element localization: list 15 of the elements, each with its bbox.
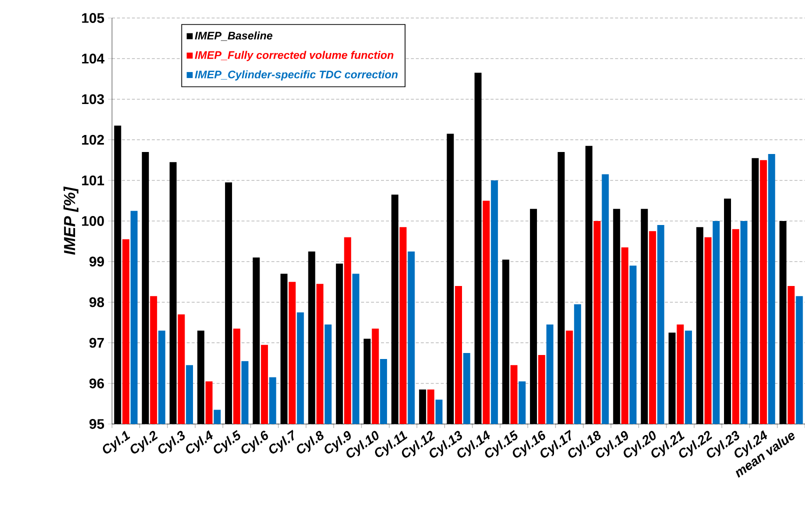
y-axis-title: IMEP [%] <box>64 186 78 255</box>
y-tick-label: 104 <box>82 54 104 64</box>
y-tick-label: 101 <box>82 175 104 186</box>
legend-label: IMEP_Baseline <box>194 31 272 41</box>
y-tick-label: 98 <box>89 297 104 308</box>
legend-label: IMEP_Cylinder-specific TDC correction <box>194 70 398 81</box>
y-tick-label: 99 <box>89 256 104 267</box>
y-tick-label: 103 <box>82 94 104 104</box>
legend-label: IMEP_Fully corrected volume function <box>194 50 394 62</box>
y-tick-label: 95 <box>89 419 104 429</box>
y-tick-label: 102 <box>82 134 104 145</box>
y-tick-label: 97 <box>89 338 104 348</box>
y-tick-label: 96 <box>89 378 104 388</box>
y-tick-label: 105 <box>82 13 104 23</box>
y-tick-label: 100 <box>82 216 104 226</box>
